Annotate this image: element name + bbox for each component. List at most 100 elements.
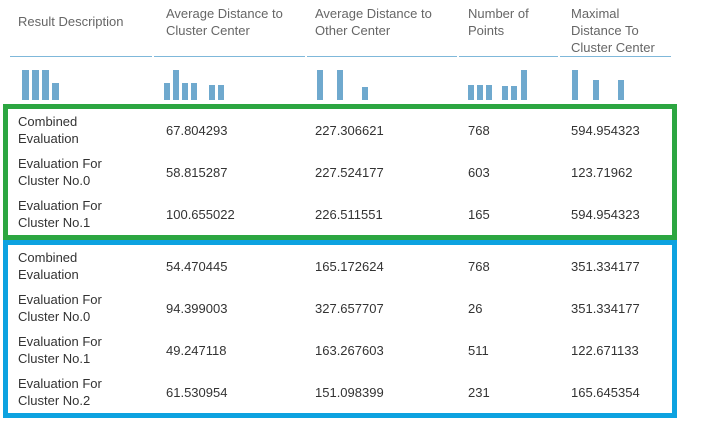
histogram-bar: [502, 86, 508, 100]
table-row: Evaluation For Cluster No.0 94.399003 327.6…: [10, 287, 672, 329]
row-label-line: Cluster No.1: [18, 351, 91, 366]
histogram-bar: [32, 70, 39, 100]
column-header-line: Average Distance to: [315, 6, 432, 21]
histogram-bar: [337, 70, 343, 100]
row-label-line: Evaluation For: [18, 292, 102, 307]
column-header-line: Number of: [468, 6, 529, 21]
histogram-bar: [173, 70, 179, 100]
column-header-result-description[interactable]: Result Description: [10, 0, 152, 57]
sparkline-gap: [495, 99, 502, 100]
histogram-sparkline-row: [10, 45, 673, 104]
row-label-line: Cluster No.1: [18, 215, 91, 230]
sparkline-gap: [200, 99, 209, 100]
cell-value: 351.334177: [571, 300, 640, 316]
table-row: Combined Evaluation 54.470445 165.172624 768…: [10, 245, 672, 287]
row-label-line: Evaluation: [18, 131, 79, 146]
column-header-line: Cluster Center: [166, 23, 250, 38]
cell-value: 61.530954: [166, 384, 228, 400]
cell-value: 165: [468, 206, 490, 222]
histogram-bar: [572, 70, 578, 100]
column-header-line: Points: [468, 23, 505, 38]
histogram-bar: [42, 70, 49, 100]
row-label: Evaluation For Cluster No.2: [10, 375, 154, 409]
column-header-line: Maximal Distance To: [571, 6, 639, 38]
histogram-bar: [521, 70, 527, 100]
histogram-bar: [486, 85, 492, 100]
column-header-line: Other Center: [315, 23, 391, 38]
cell-value: 327.657707: [315, 300, 384, 316]
cell-value: 768: [468, 122, 490, 138]
column-header-line: Average Distance to: [166, 6, 283, 21]
cell-value: 100.655022: [166, 206, 235, 222]
cell-value: 123.71962: [571, 164, 633, 180]
histogram-sparkline-number-of-points[interactable]: [459, 45, 560, 104]
table-row: Combined Evaluation 67.804293 227.306621 768…: [10, 109, 672, 151]
histogram-sparkline-avg-distance-other-center[interactable]: [307, 45, 459, 104]
cell-value: 54.470445: [166, 258, 228, 274]
row-label-line: Evaluation: [18, 267, 79, 282]
histogram-bar: [52, 83, 59, 100]
cell-value: 163.267603: [315, 342, 384, 358]
row-label-line: Combined: [18, 250, 78, 265]
histogram-bar: [191, 83, 197, 100]
table-header: Result Description Average Distance to Cl…: [10, 0, 673, 57]
cell-value: 594.954323: [571, 122, 640, 138]
cell-value: 231: [468, 384, 490, 400]
row-label-line: Combined: [18, 114, 78, 129]
row-label: Evaluation For Cluster No.0: [10, 155, 154, 189]
histogram-bar: [511, 86, 517, 100]
histogram-bar: [164, 83, 170, 100]
column-header-number-of-points[interactable]: Number of Points: [459, 0, 558, 57]
sparkline-gap: [326, 99, 337, 100]
cell-value: 227.306621: [315, 122, 384, 138]
row-label: Evaluation For Cluster No.1: [10, 197, 154, 231]
table-row: Evaluation For Cluster No.0 58.815287 227.5…: [10, 151, 672, 193]
histogram-bar: [362, 87, 368, 100]
sparkline-gap: [602, 99, 618, 100]
cell-value: 226.511551: [315, 206, 383, 222]
histogram-bar: [317, 70, 323, 100]
cell-value: 151.098399: [315, 384, 384, 400]
row-label: Evaluation For Cluster No.0: [10, 291, 154, 325]
cell-value: 58.815287: [166, 164, 228, 180]
blue-highlight-box: Combined Evaluation 54.470445 165.172624 768…: [3, 240, 677, 418]
table-row: Evaluation For Cluster No.1 49.247118 163.2…: [10, 329, 672, 371]
histogram-sparkline-avg-distance-cluster-center[interactable]: [154, 45, 307, 104]
cell-value: 165.645354: [571, 384, 640, 400]
row-label: Combined Evaluation: [10, 113, 154, 147]
cell-value: 165.172624: [315, 258, 384, 274]
cell-value: 94.399003: [166, 300, 228, 316]
histogram-sparkline-max-distance-cluster-center[interactable]: [560, 45, 673, 104]
histogram-sparkline-result-description[interactable]: [10, 45, 154, 104]
cell-value: 67.804293: [166, 122, 228, 138]
histogram-bar: [477, 85, 483, 100]
cell-value: 49.247118: [166, 342, 227, 358]
cell-value: 768: [468, 258, 490, 274]
row-label-line: Evaluation For: [18, 334, 102, 349]
table-row: Evaluation For Cluster No.1 100.655022 226.…: [10, 193, 672, 235]
histogram-bar: [593, 80, 599, 100]
row-label-line: Cluster No.0: [18, 173, 91, 188]
histogram-bar: [22, 70, 29, 100]
column-header-line: Result Description: [18, 14, 124, 29]
cell-value: 351.334177: [571, 258, 640, 274]
column-header-avg-distance-cluster-center[interactable]: Average Distance to Cluster Center: [154, 0, 305, 57]
histogram-bar: [209, 85, 215, 100]
row-label-line: Evaluation For: [18, 198, 102, 213]
row-label-line: Cluster No.2: [18, 393, 91, 408]
histogram-bar: [218, 85, 224, 100]
row-label-line: Cluster No.0: [18, 309, 91, 324]
cell-value: 26: [468, 300, 483, 316]
column-header-line: Cluster Center: [571, 40, 655, 55]
table-row: Evaluation For Cluster No.2 61.530954 151.0…: [10, 371, 672, 413]
row-label-line: Evaluation For: [18, 156, 102, 171]
cell-value: 603: [468, 164, 490, 180]
column-header-max-distance-cluster-center[interactable]: Maximal Distance To Cluster Center: [560, 0, 671, 57]
sparkline-gap: [346, 99, 362, 100]
cell-value: 122.671133: [571, 342, 639, 358]
row-label: Evaluation For Cluster No.1: [10, 333, 154, 367]
green-highlight-box: Combined Evaluation 67.804293 227.306621 768…: [3, 104, 677, 240]
column-header-avg-distance-other-center[interactable]: Average Distance to Other Center: [307, 0, 457, 57]
sparkline-gap: [581, 99, 593, 100]
